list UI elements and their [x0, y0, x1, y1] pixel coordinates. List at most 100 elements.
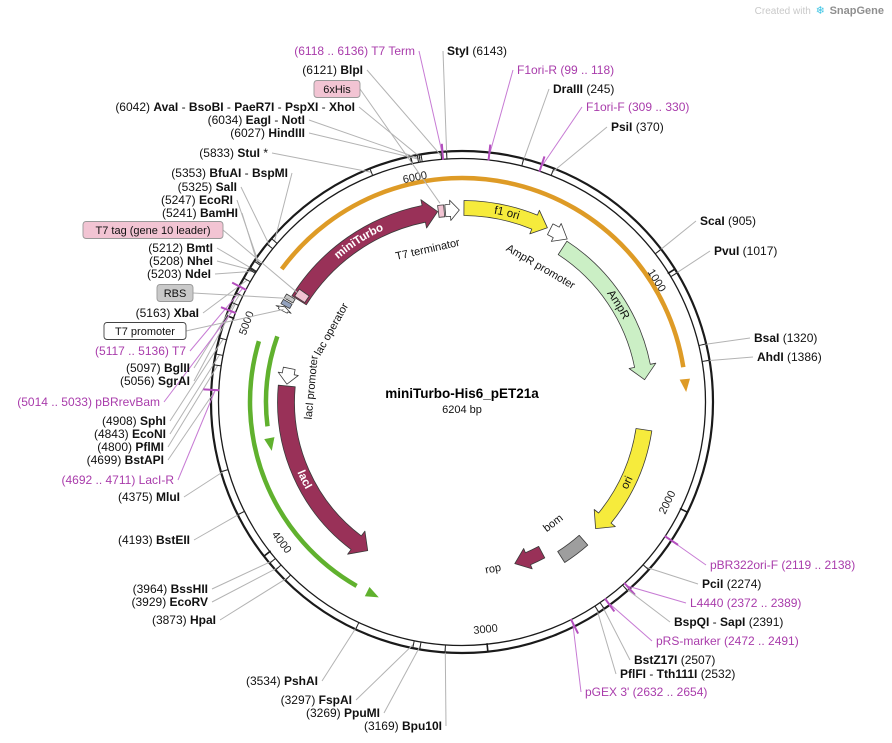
enzyme-label-styi[interactable]: StyI (6143) [447, 44, 507, 58]
enzyme-site-tick[interactable] [369, 167, 374, 176]
enzyme-site-tick[interactable] [248, 267, 257, 273]
enzyme-site-tick[interactable] [698, 343, 707, 347]
primer-site-tick[interactable] [604, 597, 616, 613]
enzyme-label-ecori[interactable]: (5247) EcoRI [161, 193, 233, 207]
feature-ampr-promoter[interactable] [547, 223, 568, 242]
enzyme-site-tick[interactable] [594, 605, 600, 614]
enzyme-site-tick[interactable] [215, 353, 224, 356]
primer-label-prs-marker-2472-2491-[interactable]: pRS-marker (2472 .. 2491) [656, 634, 799, 648]
enzyme-label-psii[interactable]: PsiI (370) [611, 120, 664, 134]
feature-ori[interactable] [593, 428, 653, 529]
feature-miniTurbo[interactable] [291, 199, 438, 306]
enzyme-site-tick[interactable] [550, 167, 555, 176]
enzyme-label-avai-bsobi-paer7i-pspxi-xhoi[interactable]: (6042) AvaI - BsoBI - PaeR7I - PspXI - X… [115, 100, 355, 114]
enzyme-label-bstz17i[interactable]: BstZ17I (2507) [634, 653, 715, 667]
enzyme-site-tick[interactable] [220, 469, 229, 473]
enzyme-label-sali[interactable]: (5325) SalI [178, 180, 237, 194]
enzyme-site-tick[interactable] [270, 237, 278, 244]
enzyme-label-bpu10i[interactable]: (3169) Bpu10I [364, 719, 442, 733]
feature-label-ori[interactable]: ori [619, 475, 635, 492]
enzyme-site-tick[interactable] [521, 158, 525, 167]
primer-site-tick[interactable] [203, 388, 220, 392]
enzyme-label-pcii[interactable]: PciI (2274) [702, 577, 761, 591]
primer-site-tick[interactable] [220, 306, 237, 314]
enzyme-site-tick[interactable] [274, 564, 282, 571]
enzyme-label-bsai[interactable]: BsaI (1320) [754, 331, 817, 345]
enzyme-label-sgrai[interactable]: (5056) SgrAI [120, 374, 190, 388]
feature-lacI-promoter[interactable] [277, 366, 299, 385]
enzyme-label-hindiii[interactable]: (6027) HindIII [230, 126, 305, 140]
enzyme-label-bspqi-sapi[interactable]: BspQI - SapI (2391) [674, 615, 783, 629]
glyph-lac-operator-glyph[interactable] [280, 299, 293, 309]
enzyme-label-pshai[interactable]: (3534) PshAI [246, 674, 318, 688]
enzyme-label-eagi-noti[interactable]: (6034) EagI - NotI [208, 113, 305, 127]
feature-label-miniTurbo[interactable]: miniTurbo [332, 222, 385, 262]
enzyme-label-econi[interactable]: (4843) EcoNI [94, 427, 166, 441]
enzyme-site-tick[interactable] [248, 268, 256, 274]
enzyme-site-tick[interactable] [268, 558, 276, 564]
enzyme-site-tick[interactable] [599, 602, 605, 610]
enzyme-site-tick[interactable] [670, 272, 678, 278]
primer-label-f1ori-r-99-118-[interactable]: F1ori-R (99 .. 118) [517, 63, 614, 77]
enzyme-site-tick[interactable] [419, 641, 422, 650]
enzyme-site-tick[interactable] [249, 266, 257, 272]
feature-bom[interactable] [557, 534, 589, 563]
enzyme-site-tick[interactable] [642, 564, 650, 571]
enzyme-label-pflfi-tth111i[interactable]: PflFI - Tth111I (2532) [620, 667, 735, 681]
enzyme-label-bsteii[interactable]: (4193) BstEII [118, 533, 190, 547]
primer-label--5014-5033-pbrrevbam[interactable]: (5014 .. 5033) pBRrevBam [17, 395, 160, 409]
enzyme-label-mlui[interactable]: (4375) MluI [118, 490, 180, 504]
boxed-label-6xhis[interactable]: 6xHis [323, 84, 351, 96]
inner-label-t7-terminator[interactable]: T7 terminator [394, 237, 461, 263]
primer-site-tick[interactable] [231, 281, 247, 291]
enzyme-site-tick[interactable] [213, 364, 222, 367]
inner-label-laci-promoter[interactable]: lacI promoter [303, 355, 321, 420]
enzyme-label-nhei[interactable]: (5208) NheI [149, 254, 213, 268]
glyph-t7-tag-glyph[interactable] [294, 288, 310, 303]
enzyme-site-tick[interactable] [622, 584, 629, 592]
enzyme-label-fspai[interactable]: (3297) FspAI [281, 693, 352, 707]
feature-f1-ori[interactable] [463, 200, 548, 235]
enzyme-label-ppumi[interactable]: (3269) PpuMI [306, 706, 380, 720]
primer-label--6118-6136-t7-term[interactable]: (6118 .. 6136) T7 Term [294, 44, 415, 58]
enzyme-site-tick[interactable] [412, 640, 415, 649]
primer-site-tick[interactable] [487, 144, 492, 161]
enzyme-site-tick[interactable] [243, 277, 251, 283]
primer-label--4692-4711-laci-r[interactable]: (4692 .. 4711) LacI-R [61, 473, 174, 487]
enzyme-label-bsshii[interactable]: (3964) BssHII [133, 582, 208, 596]
glyph-his6-glyph[interactable] [437, 204, 446, 218]
feature-t7-terminator[interactable] [444, 199, 460, 221]
primer-site-tick[interactable] [570, 618, 580, 634]
primer-label-pbr322ori-f-2119-2138-[interactable]: pBR322ori-F (2119 .. 2138) [710, 558, 855, 572]
primer-site-tick[interactable] [664, 535, 679, 546]
feature-rop[interactable] [514, 546, 546, 570]
enzyme-label-xbai[interactable]: (5163) XbaI [136, 306, 199, 320]
enzyme-label-stui[interactable]: (5833) StuI * [199, 146, 268, 160]
enzyme-site-tick[interactable] [418, 154, 421, 163]
primer-site-tick[interactable] [440, 143, 445, 160]
primer-label--5117-5136-t7[interactable]: (5117 .. 5136) T7 [95, 344, 186, 358]
feature-lacI[interactable] [277, 384, 369, 555]
enzyme-site-tick[interactable] [702, 359, 711, 362]
enzyme-site-tick[interactable] [440, 151, 443, 160]
enzyme-label-scai[interactable]: ScaI (905) [700, 214, 756, 228]
enzyme-label-ndei[interactable]: (5203) NdeI [147, 267, 211, 281]
boxed-label-t7-promoter[interactable]: T7 promoter [115, 326, 175, 338]
boxed-label-rbs[interactable]: RBS [164, 288, 187, 300]
enzyme-site-tick[interactable] [230, 301, 239, 306]
inner-label-rop[interactable]: rop [484, 562, 502, 577]
enzyme-site-tick[interactable] [444, 644, 446, 653]
primer-site-tick[interactable] [538, 156, 546, 172]
enzyme-site-tick[interactable] [218, 337, 227, 341]
enzyme-label-pvui[interactable]: PvuI (1017) [714, 244, 777, 258]
enzyme-site-tick[interactable] [254, 259, 262, 265]
boxed-label-t7-tag-gene-10-leader-[interactable]: T7 tag (gene 10 leader) [96, 225, 211, 237]
enzyme-label-ahdi[interactable]: AhdI (1386) [757, 350, 822, 364]
primer-label-f1ori-f-309-330-[interactable]: F1ori-F (309 .. 330) [586, 100, 689, 114]
enzyme-label-bamhi[interactable]: (5241) BamHI [162, 206, 238, 220]
primer-label-l4440-2372-2389-[interactable]: L4440 (2372 .. 2389) [690, 596, 801, 610]
enzyme-site-tick[interactable] [253, 260, 261, 266]
enzyme-label-blpi[interactable]: (6121) BlpI [302, 63, 363, 77]
inner-label-lac-operator[interactable]: lac operator [312, 301, 351, 358]
enzyme-site-tick[interactable] [420, 153, 423, 162]
